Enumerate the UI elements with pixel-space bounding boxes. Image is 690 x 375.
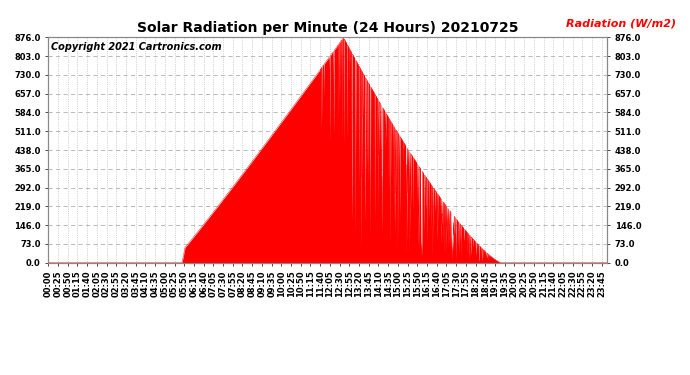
Text: Radiation (W/m2): Radiation (W/m2) bbox=[566, 19, 676, 29]
Title: Solar Radiation per Minute (24 Hours) 20210725: Solar Radiation per Minute (24 Hours) 20… bbox=[137, 21, 518, 35]
Text: Copyright 2021 Cartronics.com: Copyright 2021 Cartronics.com bbox=[51, 42, 221, 52]
